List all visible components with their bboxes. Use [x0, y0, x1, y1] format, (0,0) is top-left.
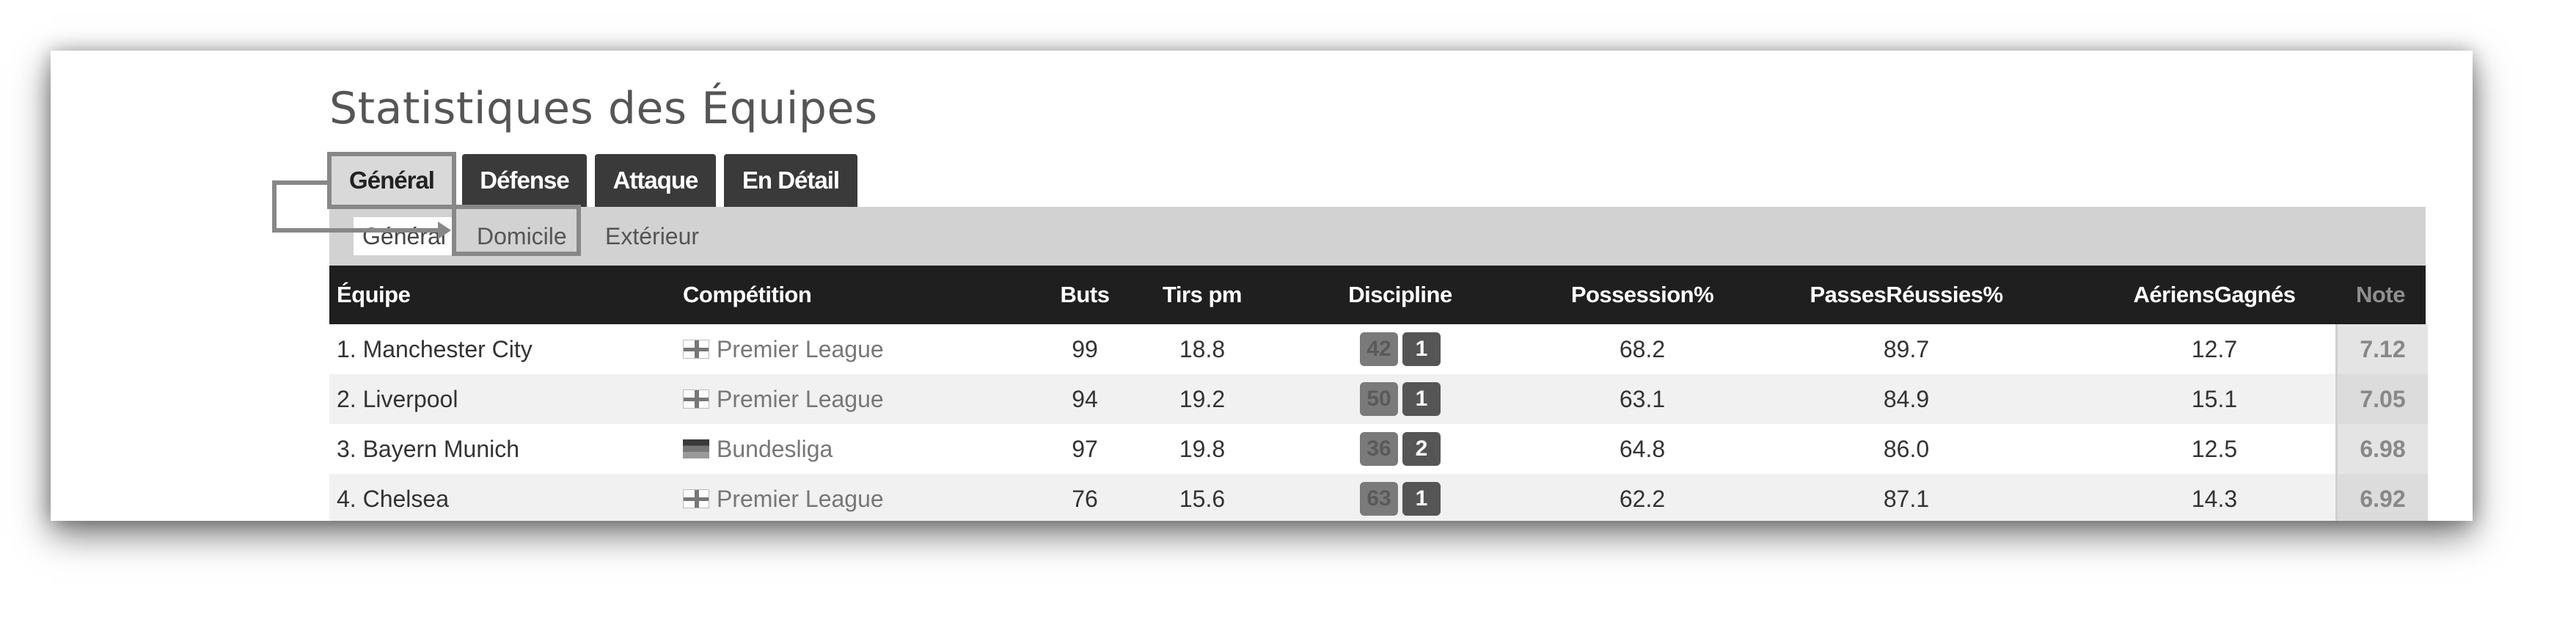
goals-value: 94	[1072, 385, 1098, 412]
col-passes[interactable]: PassesRéussies%	[1810, 282, 2003, 307]
england-flag-icon	[683, 390, 709, 409]
germany-flag-icon	[683, 439, 709, 458]
red-cards-badge: 1	[1402, 332, 1441, 366]
subtab-away[interactable]: Extérieur	[605, 222, 700, 249]
competition-name: Premier League	[717, 335, 884, 362]
col-shots[interactable]: Tirs pm	[1163, 282, 1242, 307]
col-rating[interactable]: Note	[2356, 282, 2405, 307]
table-row: 2. Liverpool Premier League 94 19.2 50 1…	[329, 374, 2428, 424]
shots-value: 18.8	[1179, 335, 1226, 362]
discipline-cell: 63 1	[1320, 474, 1481, 521]
annotation-connector-bottom	[272, 228, 439, 233]
tab-detail[interactable]: En Détail	[724, 154, 857, 207]
competition-name: Premier League	[717, 385, 884, 412]
aerials-value: 12.5	[2191, 435, 2238, 462]
competition-name: Bundesliga	[717, 435, 833, 462]
discipline-cell: 42 1	[1320, 324, 1481, 374]
goals-value: 76	[1072, 485, 1098, 512]
red-cards-badge: 1	[1402, 482, 1441, 516]
team-stats-table: Équipe Compétition Buts Tirs pm Discipli…	[329, 266, 2428, 521]
passes-value: 84.9	[1883, 385, 1930, 412]
england-flag-icon	[683, 340, 709, 359]
competition-cell[interactable]: Premier League	[683, 474, 884, 521]
possession-value: 62.2	[1619, 485, 1666, 512]
table-row: 4. Chelsea Premier League 76 15.6 63 1 6…	[329, 474, 2428, 521]
col-competition[interactable]: Compétition	[683, 282, 812, 307]
passes-value: 86.0	[1883, 435, 1930, 462]
rating-value: 6.98	[2335, 424, 2428, 474]
team-name-link[interactable]: 4. Chelsea	[337, 485, 449, 512]
shots-value: 15.6	[1179, 485, 1226, 512]
shots-value: 19.8	[1179, 435, 1226, 462]
goals-value: 97	[1072, 435, 1098, 462]
rating-value: 7.12	[2335, 324, 2428, 374]
red-cards-badge: 2	[1402, 432, 1441, 466]
possession-value: 63.1	[1619, 385, 1666, 412]
col-discipline[interactable]: Discipline	[1348, 282, 1452, 307]
page-title: Statistiques des Équipes	[329, 83, 878, 134]
competition-name: Premier League	[717, 485, 884, 512]
discipline-cell: 50 1	[1320, 374, 1481, 424]
annotation-connector-vertical	[272, 180, 277, 233]
competition-cell[interactable]: Premier League	[683, 324, 884, 374]
rating-value: 6.92	[2335, 474, 2428, 521]
col-team[interactable]: Équipe	[337, 282, 411, 307]
tab-defense[interactable]: Défense	[462, 154, 587, 207]
yellow-cards-badge: 63	[1360, 482, 1398, 516]
competition-cell[interactable]: Bundesliga	[683, 424, 833, 474]
table-row: 3. Bayern Munich Bundesliga 97 19.8 36 2…	[329, 424, 2428, 474]
rating-value: 7.05	[2335, 374, 2428, 424]
subtab-general[interactable]: Général	[354, 217, 455, 255]
team-name-link[interactable]: 3. Bayern Munich	[337, 435, 520, 462]
shots-value: 19.2	[1179, 385, 1226, 412]
team-name-link[interactable]: 2. Liverpool	[337, 385, 458, 412]
possession-value: 64.8	[1619, 435, 1666, 462]
table-row: 1. Manchester City Premier League 99 18.…	[329, 324, 2428, 374]
col-possession[interactable]: Possession%	[1570, 282, 1714, 307]
tab-attack[interactable]: Attaque	[595, 154, 716, 207]
passes-value: 89.7	[1883, 335, 1930, 362]
col-goals[interactable]: Buts	[1060, 282, 1110, 307]
possession-value: 68.2	[1619, 335, 1666, 362]
tab-general[interactable]: Général	[329, 154, 454, 207]
competition-cell[interactable]: Premier League	[683, 374, 884, 424]
red-cards-badge: 1	[1402, 382, 1441, 416]
aerials-value: 14.3	[2191, 485, 2238, 512]
yellow-cards-badge: 50	[1360, 382, 1398, 416]
goals-value: 99	[1072, 335, 1098, 362]
stats-panel: Statistiques des Équipes Général Défense…	[51, 51, 2473, 521]
team-name-link[interactable]: 1. Manchester City	[337, 335, 533, 362]
table-header: Équipe Compétition Buts Tirs pm Discipli…	[329, 266, 2426, 324]
subtab-home[interactable]: Domicile	[477, 222, 567, 249]
yellow-cards-badge: 42	[1360, 332, 1398, 366]
col-aerials[interactable]: AériensGagnés	[2133, 282, 2296, 307]
aerials-value: 15.1	[2191, 385, 2238, 412]
discipline-cell: 36 2	[1320, 424, 1481, 474]
annotation-arrow-icon	[438, 222, 451, 239]
sub-tabs-bar: Général Domicile Extérieur	[329, 207, 2426, 266]
aerials-value: 12.7	[2191, 335, 2238, 362]
yellow-cards-badge: 36	[1360, 432, 1398, 466]
annotation-connector-top	[272, 180, 328, 185]
passes-value: 87.1	[1883, 485, 1930, 512]
england-flag-icon	[683, 489, 709, 508]
